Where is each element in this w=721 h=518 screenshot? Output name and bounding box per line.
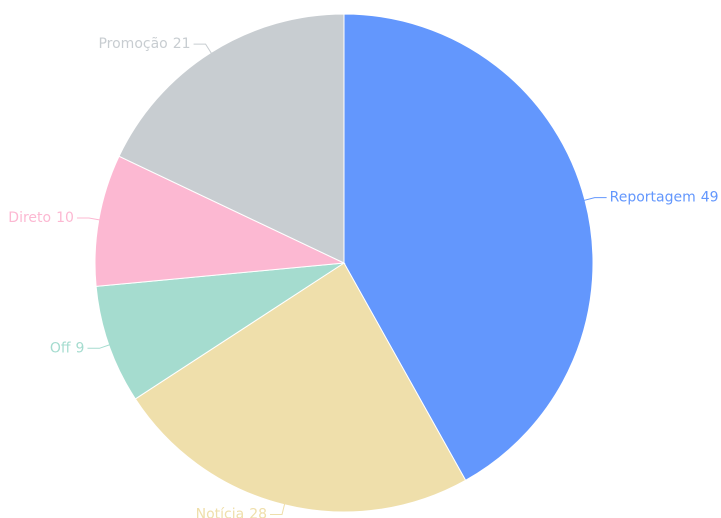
slice-value: 21 [173, 36, 191, 52]
leader-line [582, 197, 607, 202]
slice-value: 9 [76, 340, 85, 356]
slice-label: Notícia 28 [196, 506, 267, 518]
slice-name: Promoção [98, 36, 167, 52]
slice-label: Reportagem 49 [610, 190, 719, 206]
slice-value: 10 [56, 210, 74, 226]
slice-label: Off 9 [50, 340, 85, 356]
leader-line [76, 217, 101, 221]
slice-name: Reportagem [610, 190, 696, 206]
slice-label: Promoção 21 [98, 36, 190, 52]
slice-name: Notícia [196, 506, 245, 518]
slice-name: Direto [8, 210, 51, 226]
leader-line [87, 343, 111, 349]
leader-line [193, 43, 213, 55]
slice-value: 49 [701, 190, 719, 206]
slice-value: 28 [249, 506, 267, 518]
slice-label: Direto 10 [8, 210, 74, 226]
slice-name: Off [50, 340, 71, 356]
leader-line [270, 502, 286, 515]
